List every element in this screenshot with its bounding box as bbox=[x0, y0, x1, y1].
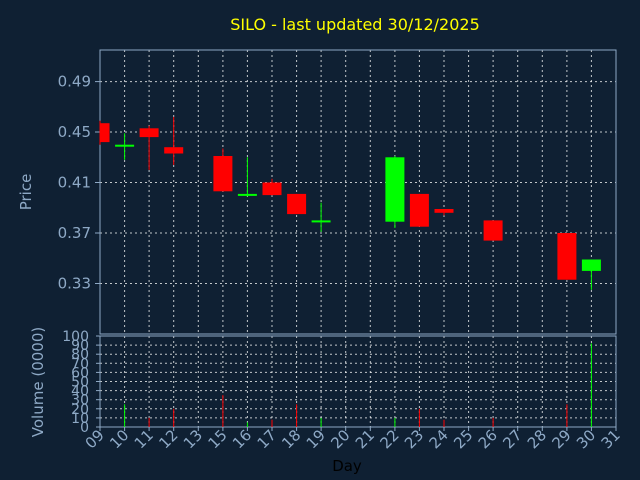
volume-axis-label: Volume (0000) bbox=[29, 327, 47, 437]
volume-tick-label: 100 bbox=[62, 329, 89, 345]
day-tick-label: 20 bbox=[327, 426, 353, 452]
candle-body bbox=[164, 147, 184, 154]
day-tick-label: 22 bbox=[376, 426, 402, 452]
price-tick-label: 0.45 bbox=[58, 123, 91, 141]
day-tick-label: 13 bbox=[180, 426, 206, 452]
volume-tick-label: 60 bbox=[71, 365, 89, 381]
volume-tick-label: 50 bbox=[71, 375, 89, 391]
day-tick-label: 17 bbox=[254, 426, 280, 452]
volume-tick-label: 40 bbox=[71, 384, 89, 400]
candle-body bbox=[139, 128, 159, 138]
price-tick-label: 0.37 bbox=[58, 224, 91, 242]
day-tick-label: 26 bbox=[475, 426, 501, 452]
candle-body bbox=[100, 123, 110, 143]
day-tick-label: 11 bbox=[131, 426, 157, 452]
candle-body bbox=[385, 157, 405, 222]
candle-body bbox=[409, 193, 429, 227]
price-panel-frame bbox=[99, 49, 617, 335]
volume-tick-label: 90 bbox=[71, 338, 89, 354]
candle-body bbox=[237, 193, 257, 196]
volume-bars bbox=[124, 343, 592, 427]
day-tick-label: 28 bbox=[524, 426, 550, 452]
candle-body bbox=[287, 193, 307, 215]
chart-title: SILO - last updated 30/12/2025 bbox=[230, 15, 480, 34]
day-tick-label: 21 bbox=[352, 426, 378, 452]
plot-frames bbox=[99, 49, 617, 428]
price-axis-ticks: 0.49 0.45 0.41 0.37 0.33 bbox=[58, 73, 100, 293]
day-tick-label: 25 bbox=[450, 426, 476, 452]
price-axis-label: Price bbox=[17, 174, 35, 211]
grid bbox=[100, 50, 616, 427]
day-tick-label: 18 bbox=[278, 426, 304, 452]
day-tick-label: 19 bbox=[303, 426, 329, 452]
volume-panel-frame bbox=[99, 335, 617, 428]
day-tick-label: 16 bbox=[229, 426, 255, 452]
price-tick-label: 0.49 bbox=[58, 73, 91, 91]
candle-body bbox=[557, 233, 577, 280]
volume-tick-label: 10 bbox=[71, 411, 89, 427]
candles bbox=[99, 116, 601, 290]
candle-body bbox=[434, 209, 454, 213]
volume-tick-label: 20 bbox=[71, 402, 89, 418]
price-tick-label: 0.41 bbox=[58, 174, 91, 192]
candle-body bbox=[311, 220, 331, 223]
price-tick-label: 0.33 bbox=[58, 275, 91, 293]
candle-body bbox=[483, 220, 503, 241]
day-tick-label: 24 bbox=[426, 426, 452, 452]
day-tick-label: 30 bbox=[573, 426, 599, 452]
volume-tick-label: 70 bbox=[71, 356, 89, 372]
day-tick-label: 29 bbox=[548, 426, 574, 452]
candle-body bbox=[115, 144, 135, 147]
day-axis-label: Day bbox=[332, 457, 362, 475]
candle-body bbox=[262, 182, 282, 196]
day-tick-label: 15 bbox=[204, 426, 230, 452]
day-tick-label: 23 bbox=[401, 426, 427, 452]
day-axis-ticks: 0910111213151617181920212223242526272829… bbox=[82, 426, 624, 452]
day-tick-label: 27 bbox=[499, 426, 525, 452]
candle-body bbox=[213, 156, 233, 192]
candle-body bbox=[581, 259, 601, 271]
day-tick-label: 31 bbox=[598, 426, 624, 452]
volume-tick-label: 80 bbox=[71, 347, 89, 363]
day-tick-label: 10 bbox=[106, 426, 132, 452]
volume-tick-label: 30 bbox=[71, 393, 89, 409]
day-tick-label: 12 bbox=[155, 426, 181, 452]
volume-tick-label: 0 bbox=[80, 420, 89, 436]
